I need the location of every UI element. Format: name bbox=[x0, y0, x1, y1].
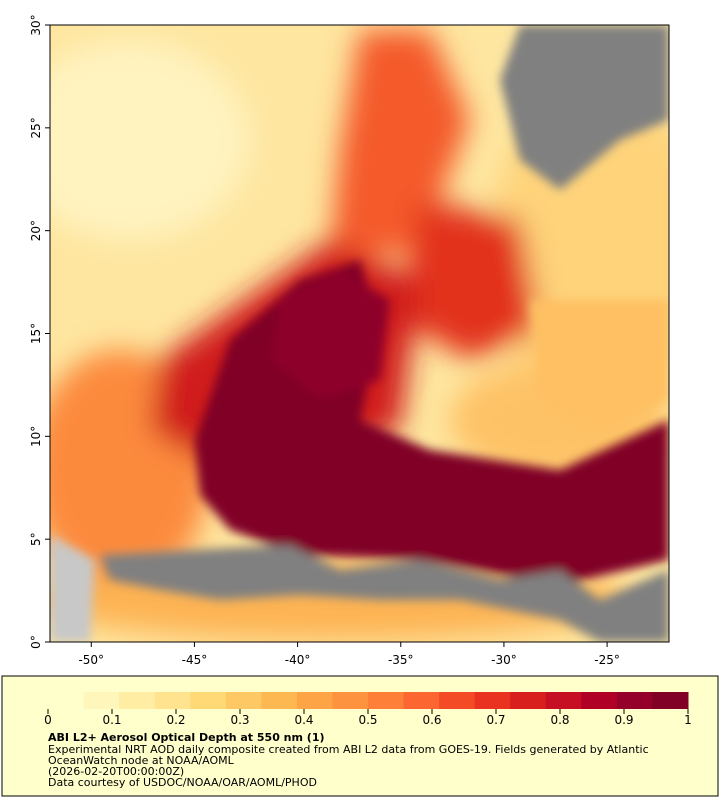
axes: -50° -45° -40° -35° -30° -25° 0° 5° 10° 15° 20° 25°… bbox=[29, 14, 620, 667]
colorbar: 0 0.1 0.2 0.3 0.4 0.5 0.6 0.7 0.8 0.9 1 bbox=[44, 692, 692, 727]
colorbar-tick-label: 0.4 bbox=[294, 713, 313, 727]
x-tick-label: -40° bbox=[285, 653, 311, 667]
caption-line: (2026-02-20T00:00:00Z) bbox=[48, 765, 184, 778]
colorbar-tick-label: 0.2 bbox=[166, 713, 185, 727]
colorbar-swatch bbox=[652, 692, 689, 709]
colorbar-swatch bbox=[119, 692, 156, 709]
colorbar-swatch bbox=[296, 692, 333, 709]
colorbar-swatch bbox=[225, 692, 262, 709]
x-tick-label: -50° bbox=[78, 653, 104, 667]
colorbar-tick-label: 0 bbox=[44, 713, 52, 727]
colorbar-swatch bbox=[332, 692, 369, 709]
colorbar-swatch bbox=[261, 692, 298, 709]
colorbar-tick-label: 0.8 bbox=[550, 713, 569, 727]
colorbar-tick-label: 0.1 bbox=[102, 713, 121, 727]
caption-line: Experimental NRT AOD daily composite cre… bbox=[48, 743, 649, 756]
colorbar-swatch bbox=[368, 692, 405, 709]
colorbar-swatch bbox=[403, 692, 440, 709]
colorbar-tick-label: 0.6 bbox=[422, 713, 441, 727]
colorbar-tick-label: 0.9 bbox=[614, 713, 633, 727]
colorbar-swatch bbox=[581, 692, 618, 709]
colorbar-swatch bbox=[190, 692, 227, 709]
colorbar-tick-label: 0.7 bbox=[486, 713, 505, 727]
colorbar-tick-label: 0.5 bbox=[358, 713, 377, 727]
y-tick-label: 0° bbox=[29, 635, 43, 649]
colorbar-swatch bbox=[83, 692, 120, 709]
colorbar-swatch bbox=[439, 692, 476, 709]
y-tick-label: 15° bbox=[29, 323, 43, 344]
colorbar-swatch bbox=[510, 692, 547, 709]
x-tick-label: -45° bbox=[182, 653, 208, 667]
colorbar-tick-label: 1 bbox=[684, 713, 692, 727]
colorbar-swatch bbox=[154, 692, 191, 709]
y-tick-label: 5° bbox=[29, 532, 43, 546]
caption-line: Data courtesy of USDOC/NOAA/OAR/AOML/PHO… bbox=[48, 776, 317, 789]
x-tick-label: -30° bbox=[491, 653, 517, 667]
caption-line: OceanWatch node at NOAA/AOML bbox=[48, 754, 235, 767]
y-tick-label: 20° bbox=[29, 220, 43, 241]
y-tick-label: 30° bbox=[29, 14, 43, 35]
aod-imagery bbox=[50, 25, 669, 642]
colorbar-tick-label: 0.3 bbox=[230, 713, 249, 727]
colorbar-swatch bbox=[545, 692, 582, 709]
colorbar-swatch bbox=[616, 692, 653, 709]
y-tick-label: 25° bbox=[29, 117, 43, 138]
y-tick-label: 10° bbox=[29, 426, 43, 447]
caption-title: ABI L2+ Aerosol Optical Depth at 550 nm … bbox=[48, 731, 325, 744]
x-tick-label: -25° bbox=[594, 653, 620, 667]
x-tick-label: -35° bbox=[388, 653, 414, 667]
colorbar-swatch bbox=[48, 692, 85, 709]
colorbar-swatch bbox=[474, 692, 511, 709]
